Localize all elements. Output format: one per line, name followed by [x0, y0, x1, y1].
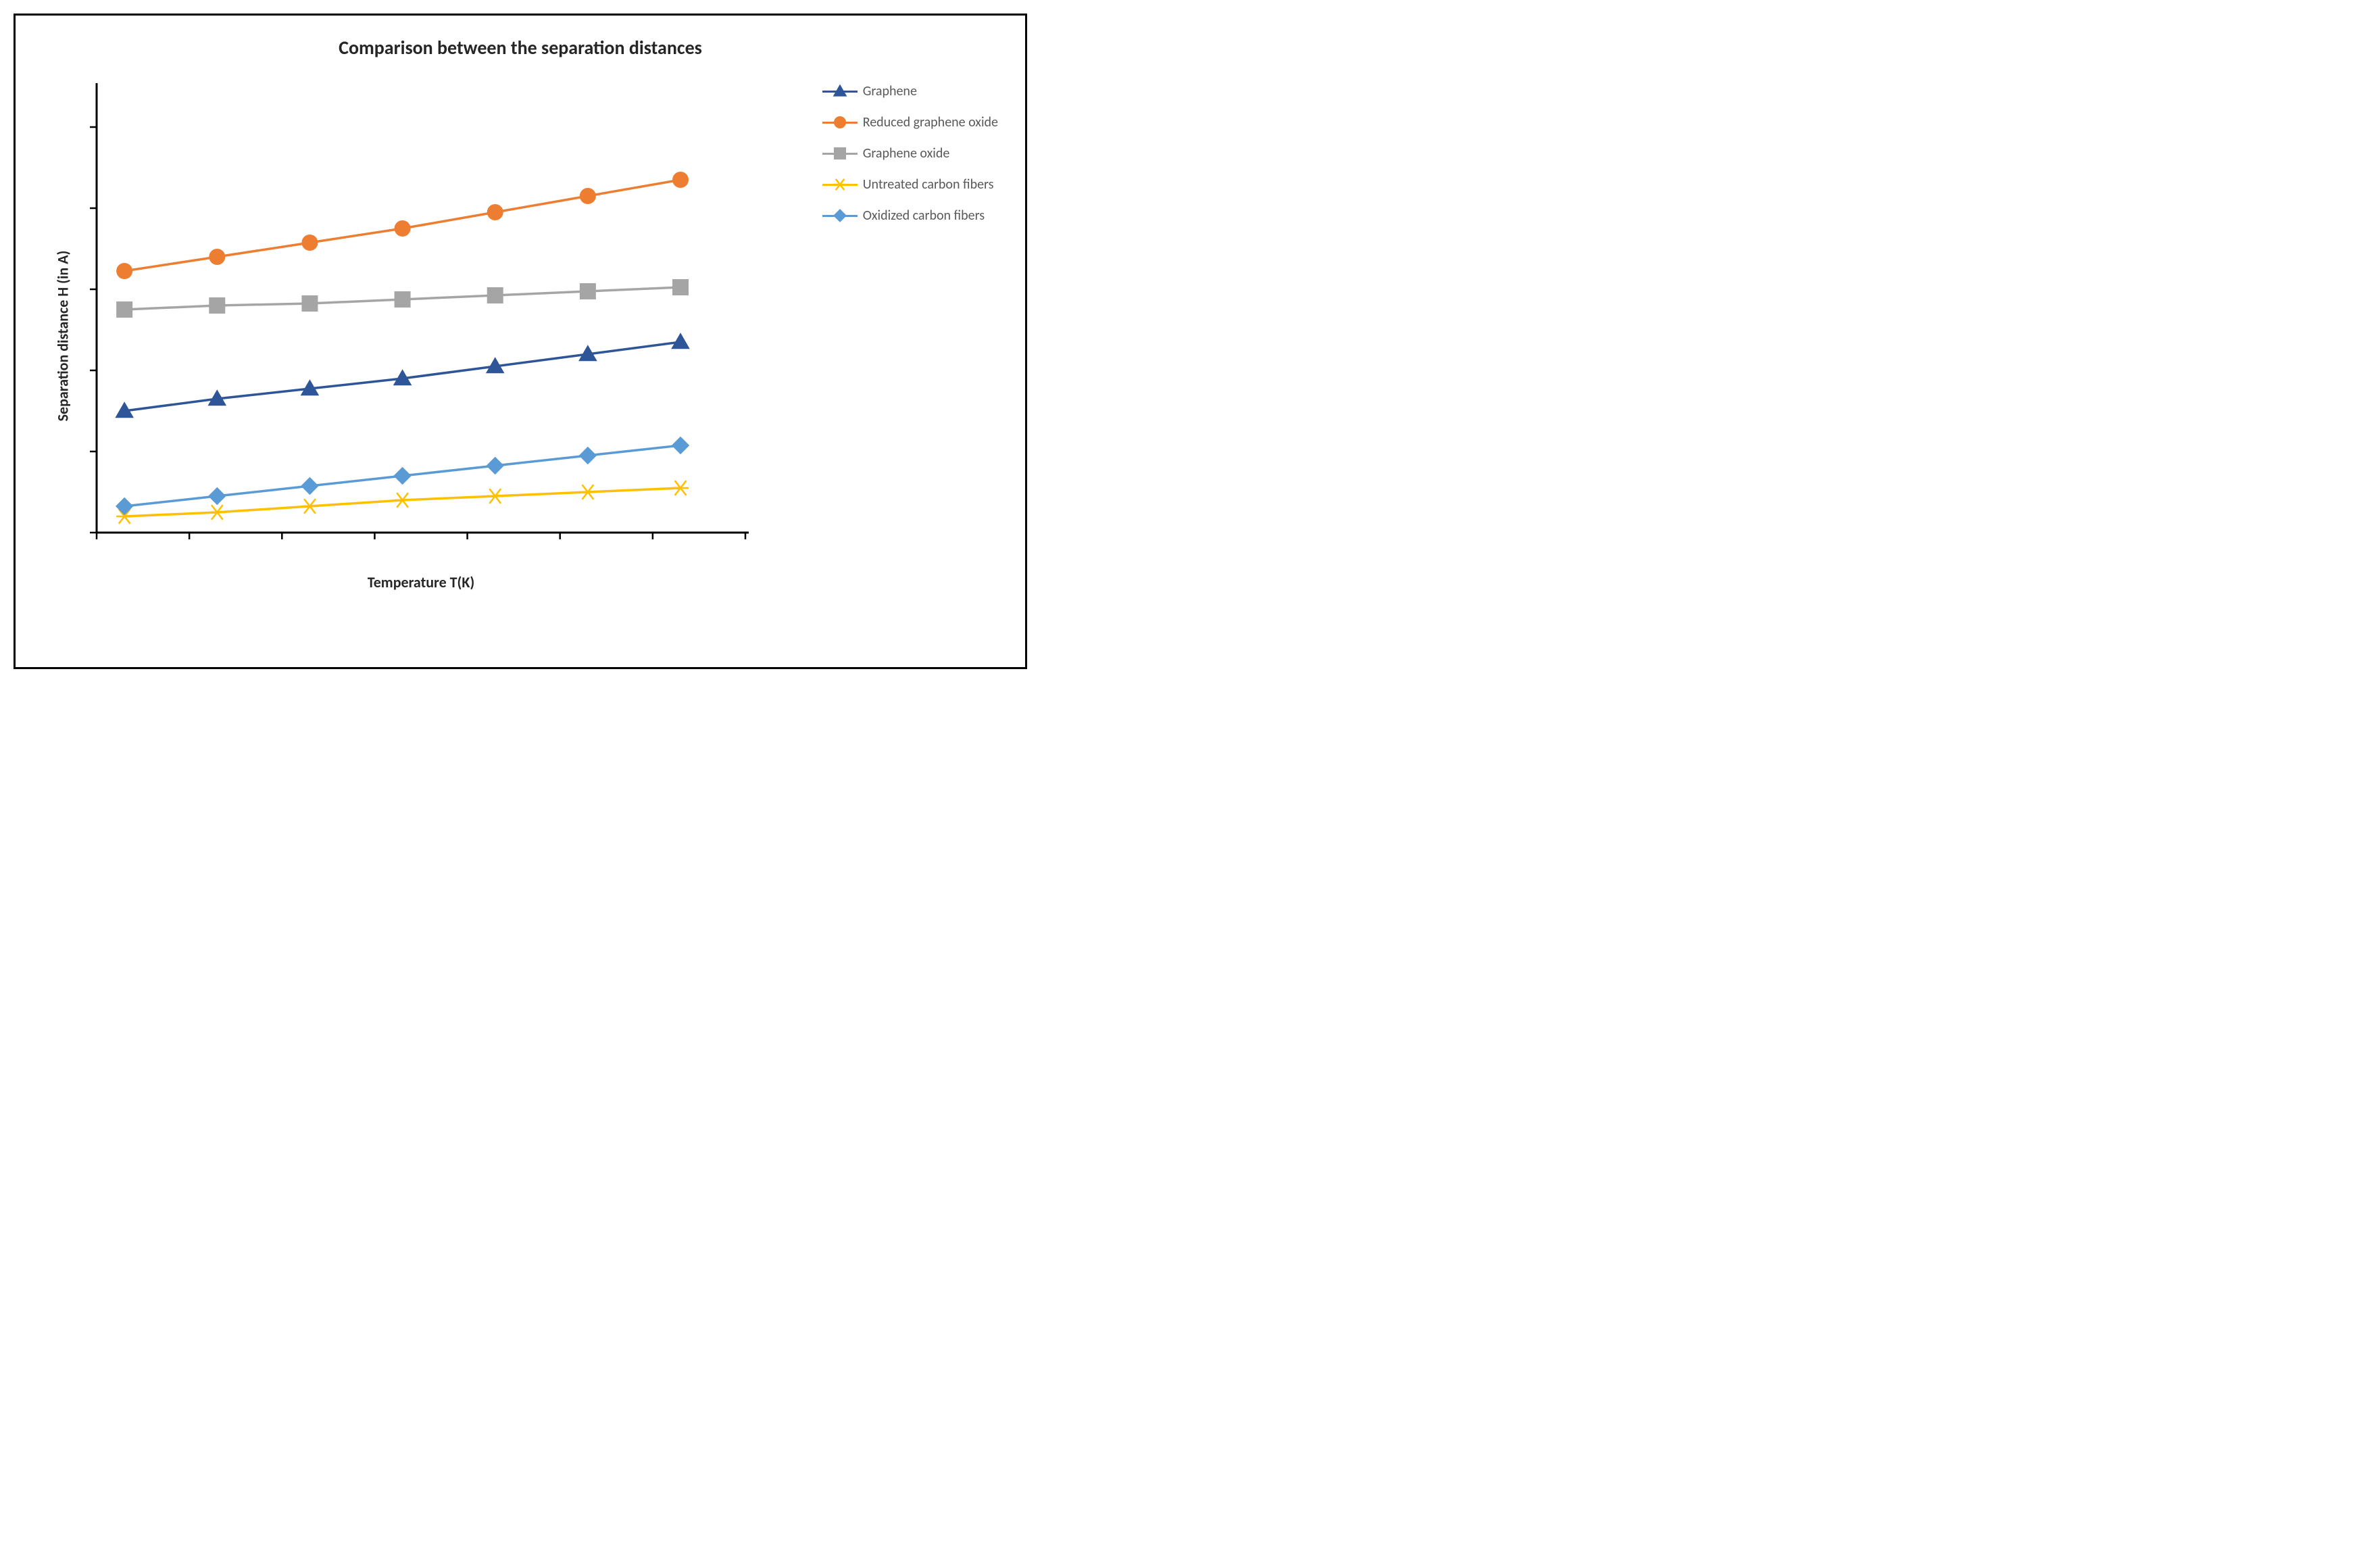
legend-label: Graphene oxide: [863, 145, 950, 162]
y-axis-label: Separation distance H (in A): [54, 250, 72, 421]
legend-item: Oxidized carbon fibers: [822, 207, 998, 224]
series-line: [124, 488, 680, 516]
chart-container: Comparison between the separation distan…: [14, 14, 1027, 669]
legend-swatch: [822, 153, 858, 155]
chart-title: Comparison between the separation distan…: [29, 36, 1012, 59]
legend-swatch: [822, 184, 858, 186]
plot-svg: 3103203303403503603703804.44.64.85.05.25…: [90, 80, 752, 539]
legend: Graphene Reduced graphene oxide Graphene o…: [822, 83, 998, 224]
legend-label: Reduced graphene oxide: [863, 114, 998, 130]
legend-item: Graphene oxide: [822, 145, 998, 162]
legend-swatch: [822, 215, 858, 217]
legend-swatch: [822, 91, 858, 93]
plot-wrap: Separation distance H (in A) 31032033034…: [90, 80, 752, 591]
legend-swatch: [822, 122, 858, 124]
x-axis-label: Temperature T(K): [90, 573, 752, 591]
legend-item: Untreated carbon fibers: [822, 176, 998, 193]
legend-label: Oxidized carbon fibers: [863, 207, 985, 224]
legend-item: Reduced graphene oxide: [822, 114, 998, 130]
legend-label: Graphene: [863, 83, 917, 99]
legend-item: Graphene: [822, 83, 998, 99]
legend-label: Untreated carbon fibers: [863, 176, 994, 193]
